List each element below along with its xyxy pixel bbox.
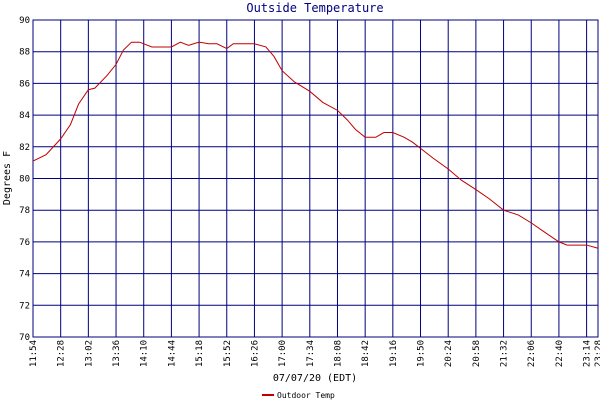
x-tick-label: 14:44 bbox=[167, 340, 177, 367]
y-tick-label: 90 bbox=[19, 16, 30, 26]
x-tick-label: 19:50 bbox=[417, 340, 427, 367]
x-tick-label: 23:14 bbox=[583, 340, 593, 367]
x-tick-label: 23:28 bbox=[594, 340, 600, 367]
y-axis-label: Degrees F bbox=[2, 151, 13, 205]
chart-title: Outside Temperature bbox=[246, 1, 383, 15]
y-tick-label: 88 bbox=[19, 48, 30, 58]
legend-label: Outdoor Temp bbox=[277, 391, 335, 400]
x-axis-label: 07/07/20 (EDT) bbox=[273, 373, 357, 384]
x-tick-label: 17:00 bbox=[278, 340, 288, 367]
y-tick-label: 84 bbox=[19, 111, 30, 121]
y-tick-label: 72 bbox=[19, 301, 30, 311]
y-tick-label: 78 bbox=[19, 206, 30, 216]
x-tick-label: 18:42 bbox=[361, 340, 371, 367]
x-tick-label: 15:52 bbox=[223, 340, 233, 367]
x-tick-label: 20:24 bbox=[444, 340, 454, 367]
y-tick-label: 82 bbox=[19, 143, 30, 153]
x-tick-label: 12:28 bbox=[57, 340, 67, 367]
x-tick-label: 22:40 bbox=[555, 340, 565, 367]
x-tick-label: 21:32 bbox=[500, 340, 510, 367]
x-tick-label: 22:06 bbox=[527, 340, 537, 367]
x-tick-label: 16:26 bbox=[250, 340, 260, 367]
x-tick-label: 19:16 bbox=[389, 340, 399, 367]
y-tick-label: 76 bbox=[19, 238, 30, 248]
y-tick-label: 80 bbox=[19, 175, 30, 185]
x-tick-label: 14:10 bbox=[140, 340, 150, 367]
x-tick-label: 18:08 bbox=[333, 340, 343, 367]
y-tick-label: 86 bbox=[19, 79, 30, 89]
x-tick-label: 11:54 bbox=[29, 340, 39, 367]
x-tick-label: 15:18 bbox=[195, 340, 205, 367]
y-tick-label: 70 bbox=[19, 333, 30, 343]
data-line bbox=[32, 41, 599, 249]
y-tick-label: 74 bbox=[19, 270, 30, 280]
x-tick-label: 20:58 bbox=[472, 340, 482, 367]
x-tick-label: 13:02 bbox=[84, 340, 94, 367]
x-tick-label: 13:36 bbox=[112, 340, 122, 367]
x-tick-label: 17:34 bbox=[306, 340, 316, 367]
